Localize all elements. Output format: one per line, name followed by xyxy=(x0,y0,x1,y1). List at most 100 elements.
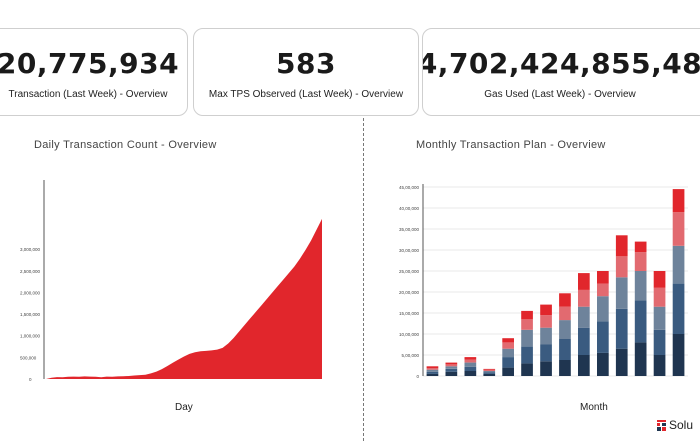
bar-segment xyxy=(540,327,552,345)
y-tick-label: 45,00,000 xyxy=(399,185,420,190)
bar-segment xyxy=(578,327,590,355)
bar-segment xyxy=(653,271,666,288)
bar-segment xyxy=(653,329,666,355)
y-tick-label: 15,00,000 xyxy=(399,311,420,316)
bar-segment xyxy=(597,296,609,322)
bar-segment xyxy=(483,369,496,371)
y-tick-label: 5,00,000 xyxy=(401,353,419,358)
y-tick-label: 20,00,000 xyxy=(399,290,420,295)
bar-segment xyxy=(426,373,439,376)
kpi-label: Gas Used (Last Week) - Overview xyxy=(484,89,636,100)
bar-segment xyxy=(578,355,590,376)
daily-transaction-area-chart: 0 500,000 1,000,000 1,500,000 2,000,000 2,500… xyxy=(20,180,322,382)
bar-segment xyxy=(483,372,496,374)
bar-segment xyxy=(615,256,628,278)
kpi-card-gas-used: 4,702,424,855,484 Gas Used (Last Week) -… xyxy=(422,28,700,116)
chart-title-daily-transactions: Daily Transaction Count - Overview xyxy=(34,139,217,151)
y-tick-label: 1,000,000 xyxy=(20,334,41,339)
bar-segment xyxy=(483,368,496,370)
brand-logo-icon xyxy=(657,419,666,431)
y-tick-label: 500,000 xyxy=(20,355,37,360)
bar-segment xyxy=(445,371,458,376)
bar-segment xyxy=(540,304,552,316)
bar-segment xyxy=(464,371,477,376)
brand-text: Solu xyxy=(669,418,694,432)
bar-segment xyxy=(578,306,590,328)
bar-segment xyxy=(578,273,590,290)
bar-segment xyxy=(540,315,552,328)
bar-segment xyxy=(445,368,458,372)
bar-segment xyxy=(597,321,609,353)
bar-segment xyxy=(426,366,439,368)
y-tick-label: 2,500,000 xyxy=(20,269,41,274)
x-axis-title-day: Day xyxy=(175,402,193,413)
panel-divider xyxy=(363,118,364,441)
y-tick-label: 3,000,000 xyxy=(20,247,41,252)
kpi-label: Max TPS Observed (Last Week) - Overview xyxy=(208,89,404,100)
bar-segment xyxy=(559,320,571,339)
kpi-card-transactions: 20,775,934 Transaction (Last Week) - Ove… xyxy=(0,28,188,116)
bar-segment xyxy=(483,371,496,373)
bar-segment xyxy=(672,189,685,213)
brand-logo: Solu xyxy=(657,418,693,432)
y-tick-label: 10,00,000 xyxy=(399,332,420,337)
bar-segment xyxy=(559,360,571,376)
chart-title-monthly-plan: Monthly Transaction Plan - Overview xyxy=(416,139,606,151)
kpi-value: 4,702,424,855,484 xyxy=(422,47,700,80)
bar-segment xyxy=(502,342,514,349)
bar-segment xyxy=(559,339,571,360)
bar-segment xyxy=(445,364,458,367)
bar-segment xyxy=(653,355,666,376)
bar-segment xyxy=(578,289,590,307)
y-tick-label: 2,000,000 xyxy=(20,290,41,295)
bar-segment xyxy=(426,371,439,374)
bar-segment xyxy=(559,306,571,321)
kpi-value: 583 xyxy=(276,47,336,80)
y-tick-label: 25,00,000 xyxy=(399,269,420,274)
bar-segment xyxy=(615,277,628,309)
bar-segment xyxy=(502,348,514,358)
bar-segment xyxy=(502,367,514,376)
bar-segment xyxy=(597,352,609,376)
bar-segment xyxy=(540,344,552,362)
bar-segment xyxy=(445,366,458,369)
bar-segment xyxy=(426,369,439,372)
bar-segment xyxy=(521,329,533,347)
bar-segment xyxy=(426,368,439,370)
bar-segment xyxy=(653,306,666,330)
monthly-transaction-bar-chart: 0 5,00,000 10,00,000 15,00,000 20,00,000 25,0… xyxy=(399,184,688,379)
bar-segment xyxy=(615,308,628,349)
bar-segment xyxy=(634,241,647,253)
bar-segment xyxy=(672,283,685,334)
y-tick-label: 0 xyxy=(29,377,32,382)
x-axis-title-month: Month xyxy=(580,402,608,413)
bar-segment xyxy=(597,283,609,297)
bar-segment xyxy=(540,361,552,376)
kpi-card-max-tps: 583 Max TPS Observed (Last Week) - Overv… xyxy=(193,28,419,116)
y-tick-label: 0 xyxy=(416,374,419,379)
bar-segment xyxy=(464,366,477,371)
bar-segment xyxy=(502,357,514,368)
bar-segment xyxy=(483,373,496,376)
bar-segment xyxy=(445,362,458,365)
y-tick-label: 1,500,000 xyxy=(20,312,41,317)
bar-segment xyxy=(634,271,647,301)
bar-segment xyxy=(464,359,477,363)
bar-segment xyxy=(615,348,628,376)
bar-segment xyxy=(464,357,477,360)
bar-segment xyxy=(615,235,628,257)
kpi-label: Transaction (Last Week) - Overview xyxy=(8,89,168,100)
bar-segment xyxy=(634,342,647,376)
bar-segment xyxy=(672,212,685,246)
bar-segment xyxy=(597,271,609,284)
bar-segment xyxy=(502,338,514,343)
y-tick-label: 40,00,000 xyxy=(399,206,420,211)
bar-segment xyxy=(521,319,533,330)
area-series xyxy=(46,218,322,379)
bar-segment xyxy=(672,334,685,376)
bar-segment xyxy=(634,300,647,343)
bar-segment xyxy=(672,245,685,284)
bar-segment xyxy=(521,346,533,364)
bar-segment xyxy=(559,293,571,307)
y-tick-label: 35,00,000 xyxy=(399,227,420,232)
